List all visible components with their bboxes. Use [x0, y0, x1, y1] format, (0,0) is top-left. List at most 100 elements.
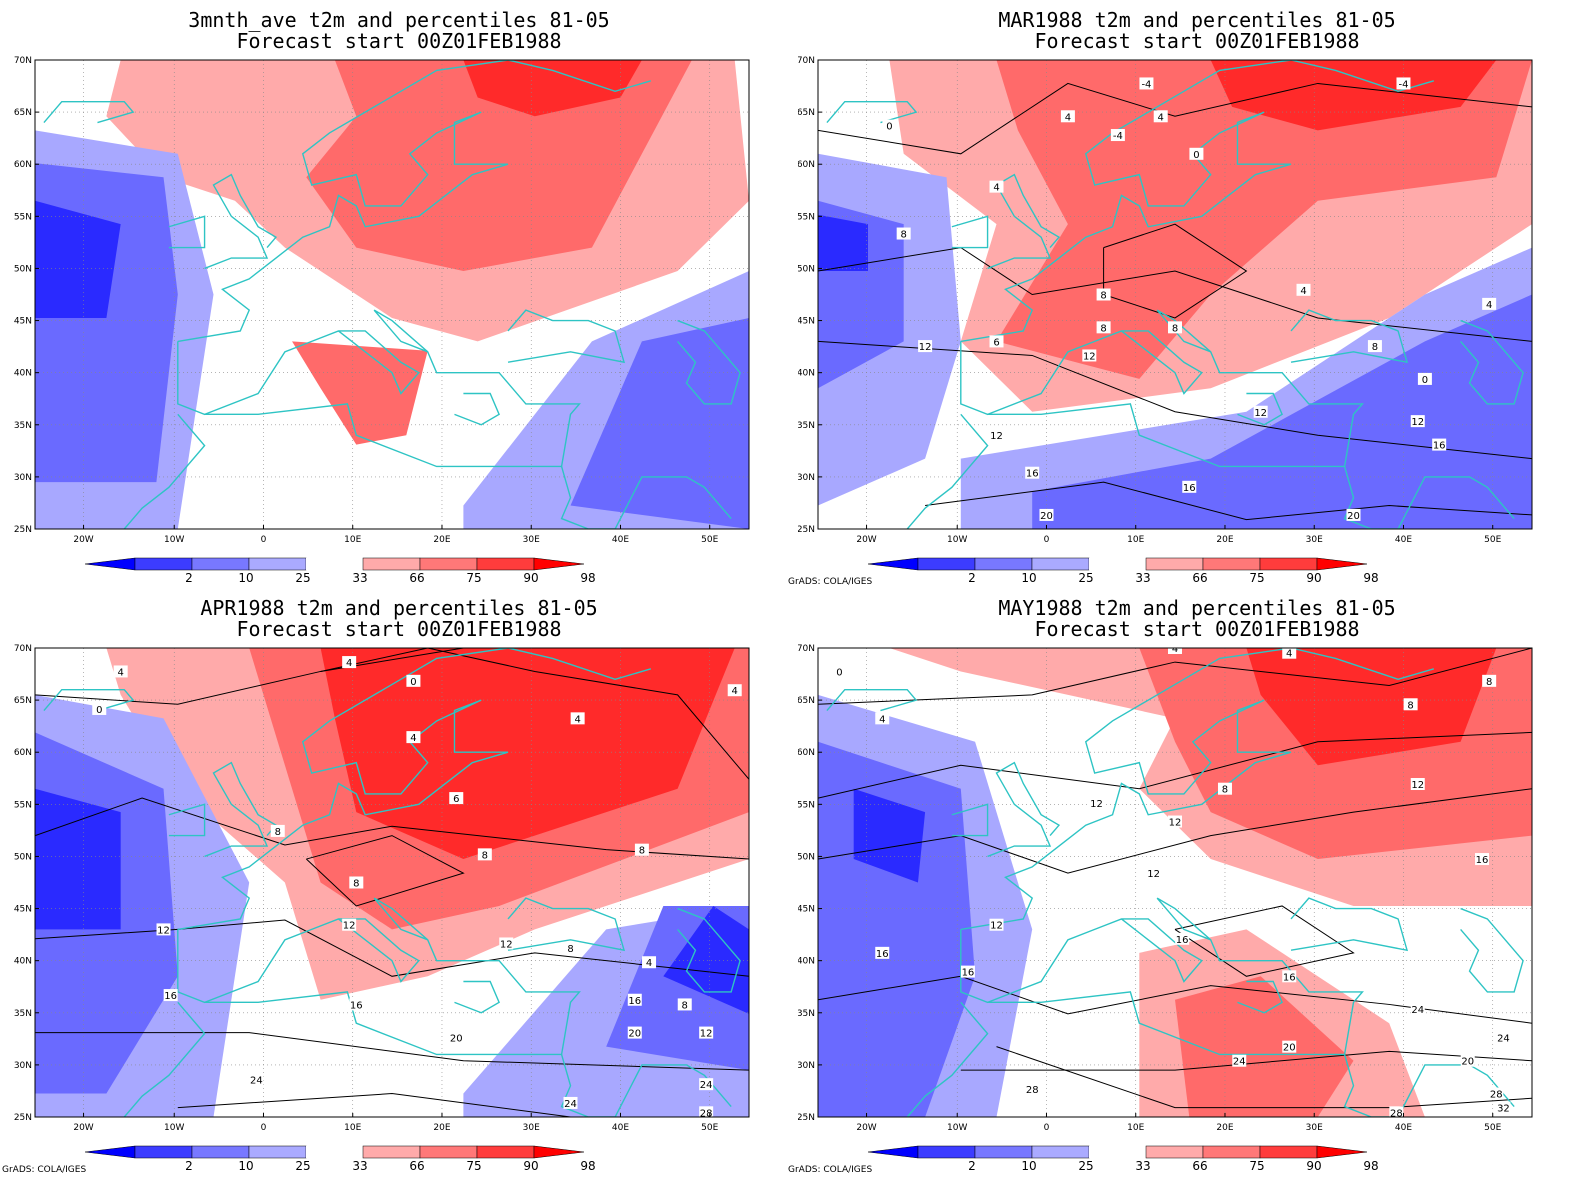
colorbar-arrow-high: [1316, 557, 1368, 571]
panel-title-line1: MAR1988 t2m and percentiles 81-05: [998, 8, 1396, 32]
contour-label: 0: [886, 122, 892, 133]
contour-label: 4: [1486, 300, 1492, 311]
shaded-field: [35, 60, 749, 529]
lat-tick-label: 30N: [798, 473, 815, 483]
colorbar-label: 66: [409, 1159, 424, 1173]
lat-tick-label: 40N: [798, 957, 815, 967]
panel-title-line1: APR1988 t2m and percentiles 81-05: [200, 596, 598, 620]
lon-tick-label: 30E: [1306, 535, 1323, 545]
lon-tick-label: 50E: [701, 1123, 718, 1133]
contour-line: [35, 797, 749, 860]
coastline: [177, 330, 420, 416]
colorbar-label: 10: [238, 571, 253, 585]
colorbar-segment: [974, 1145, 1033, 1159]
lon-tick-label: 10E: [344, 535, 361, 545]
contour-label: 8: [1407, 700, 1413, 711]
colorbar-arrow-high: [533, 557, 585, 571]
lon-tick-label: 40E: [1395, 535, 1412, 545]
colorbar: 2 10 25 33 66 75 90 98: [84, 557, 596, 585]
shaded-field: 0 4 4 0 4 4 6 8 8 8 8 12 12 12 8 4 16 16 20 16 20 24 24 24 28 12 8…: [35, 648, 749, 1117]
coastline: [177, 60, 652, 343]
lon-tick-label: 40E: [1395, 1123, 1412, 1133]
contour-label: 8: [682, 1000, 688, 1011]
colorbar-arrow-low: [84, 557, 136, 571]
lat-tick-label: 45N: [798, 905, 815, 915]
contour-label: 8: [482, 850, 488, 861]
coastline: [906, 413, 989, 529]
map-plot: 70N 65N 60N 55N 50N 45N 40N 35N 30N 25N 20W 10W 0 10E…: [14, 56, 750, 585]
colorbar-segment: [134, 557, 193, 571]
lat-tick-label: 40N: [798, 369, 815, 379]
colorbar-segment: [476, 1145, 535, 1159]
lat-tick-label: 40N: [14, 957, 32, 967]
coastline: [960, 918, 1203, 1004]
colorbar-segment: [917, 557, 976, 571]
contour-label: 4: [1300, 286, 1306, 297]
contour-label: 12: [1147, 869, 1160, 880]
lat-tick-label: 65N: [14, 696, 32, 706]
lat-tick-label: 25N: [798, 1113, 815, 1123]
shaded-field: 0 4 4 8 8 8 12 12 12 12 12 16 16 16 16 20 24 24 20 24 28 28 28…: [818, 648, 1532, 1119]
contour-label: 20: [1461, 1057, 1474, 1068]
colorbar-segment: [476, 557, 535, 571]
colorbar-segment: [134, 1145, 193, 1159]
panel-3mnth-ave: 3mnth_ave t2m and percentiles 81-05 Fore…: [0, 0, 798, 598]
contour-label: -4: [1141, 79, 1151, 90]
contour-line: [35, 919, 749, 977]
contour-label: 12: [1411, 417, 1424, 428]
contour-label: 16: [1176, 935, 1189, 946]
lat-tick-label: 50N: [14, 264, 32, 274]
contour-label: 6: [453, 794, 459, 805]
lon-tick-label: 30E: [523, 535, 540, 545]
coastline: [1290, 897, 1409, 952]
contour-label: 28: [1390, 1108, 1403, 1119]
colorbar-segment: [1202, 1145, 1261, 1159]
contour-label: 24: [1497, 1033, 1510, 1044]
coastline: [204, 173, 278, 270]
lon-tick-label: 20W: [73, 535, 93, 545]
colorbar-label: 10: [238, 1159, 253, 1173]
contour-label: -4: [1113, 131, 1123, 142]
colorbar-label: 66: [1192, 571, 1207, 585]
lat-tick-label: 55N: [14, 212, 32, 222]
lon-tick-label: 10W: [947, 1123, 967, 1133]
lon-tick-label: 50E: [1484, 1123, 1501, 1133]
panel-title-line2: Forecast start 00Z01FEB1988: [1034, 617, 1360, 641]
contour-label: 16: [1183, 483, 1196, 494]
contour-label: 0: [1422, 375, 1428, 386]
contour-label: 12: [1090, 799, 1103, 810]
coastline: [507, 309, 626, 364]
coastline: [204, 761, 278, 858]
lon-tick-label: 10W: [164, 535, 184, 545]
contour-line: [818, 731, 1532, 799]
colorbar-label: 66: [1192, 1159, 1207, 1173]
lon-tick-label: 10E: [344, 1123, 361, 1133]
contour-label: 16: [350, 1000, 363, 1011]
coastline: [560, 466, 732, 529]
colorbar-segment: [1031, 557, 1090, 571]
contour-label: 4: [1065, 112, 1071, 123]
shading-region: [306, 60, 692, 272]
panel-title-line1: MAY1988 t2m and percentiles 81-05: [998, 596, 1396, 620]
colorbar-segment: [1031, 1145, 1090, 1159]
lon-tick-label: 20W: [73, 1123, 93, 1133]
colorbar-segment: [1259, 557, 1318, 571]
contour-label: 16: [876, 949, 889, 960]
colorbar-segment: [248, 1145, 307, 1159]
colorbar-segment: [974, 557, 1033, 571]
contour-label: 12: [1254, 408, 1267, 419]
colorbar: 2 10 25 33 66 75 90 98: [867, 1145, 1379, 1173]
contour-label: 32: [1497, 1104, 1510, 1115]
plot-frame: [34, 59, 750, 530]
contour-line: [925, 481, 1532, 521]
lat-tick-label: 65N: [14, 108, 32, 118]
coastline: [560, 1054, 732, 1117]
contour-label: 12: [157, 925, 170, 936]
lon-tick-label: 20E: [433, 1123, 450, 1133]
shading-region: [663, 905, 749, 1014]
lon-tick-label: 50E: [701, 535, 718, 545]
colorbar-segment: [1202, 557, 1261, 571]
colorbar-label: 90: [523, 571, 538, 585]
contour-label: 4: [574, 714, 580, 725]
